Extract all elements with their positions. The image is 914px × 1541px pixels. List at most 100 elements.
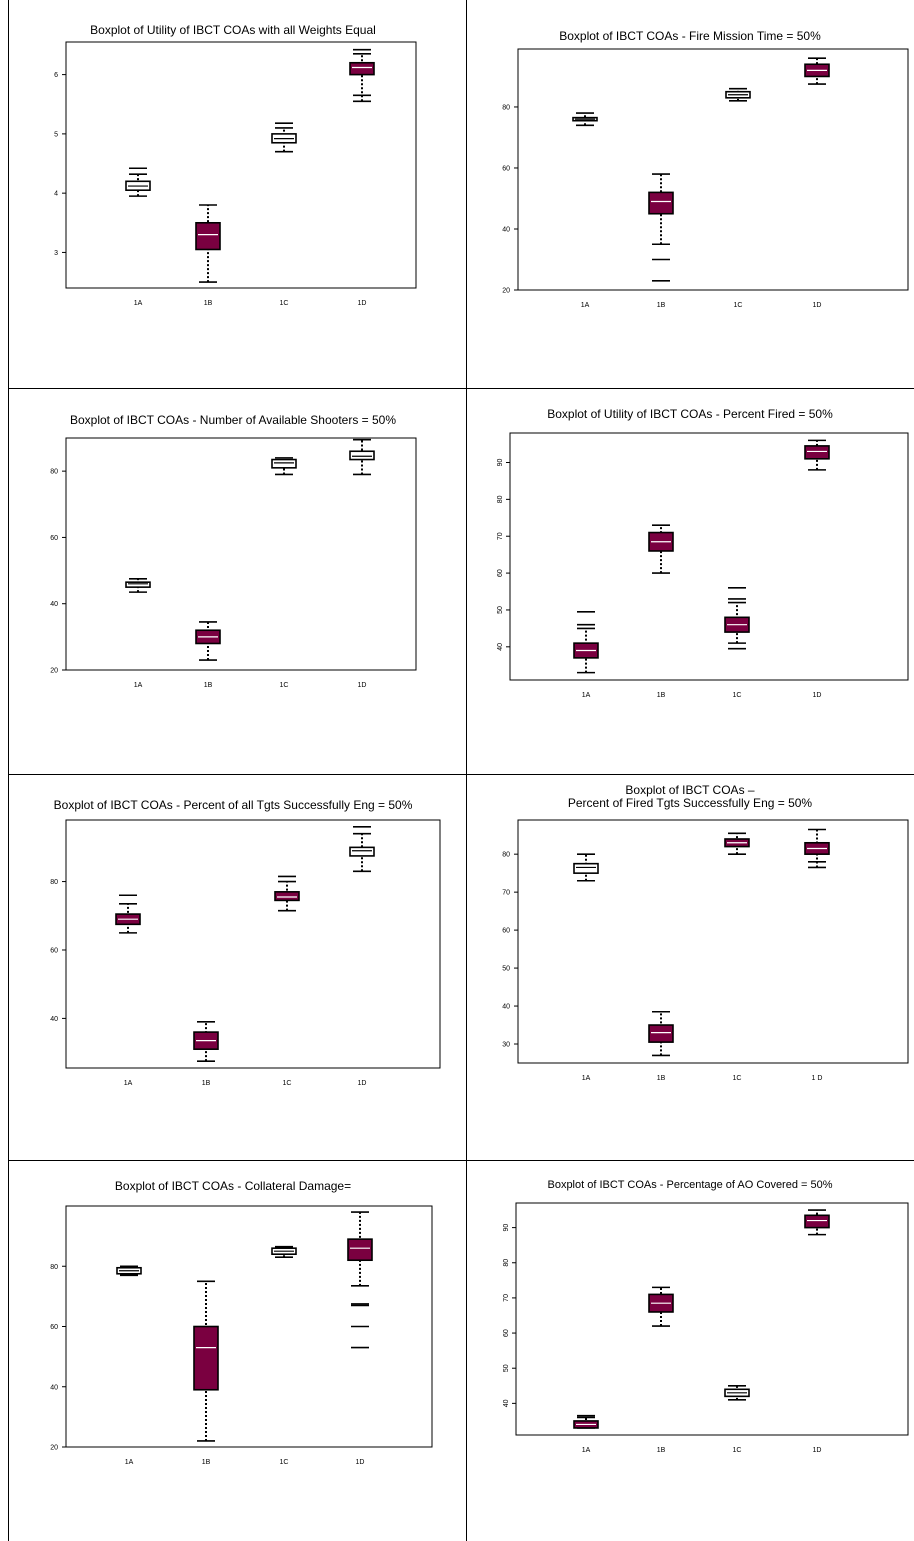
y-tick-label: 70 (497, 532, 504, 540)
box-1C (724, 587, 750, 650)
plot-frame (65, 437, 417, 671)
y-tick-label: 80 (50, 879, 58, 886)
x-tick-label: 1D (813, 1447, 822, 1454)
x-tick-label: 1D (356, 1459, 365, 1466)
y-tick-label: 80 (50, 1264, 58, 1271)
x-tick-label: 1D (358, 1080, 367, 1087)
x-tick-label: 1C (733, 1447, 742, 1454)
chart-title-line-1: Boxplot of IBCT COAs – (625, 783, 755, 797)
plot-frame (515, 1202, 909, 1436)
chart-title-line-2: Percent of Fired Tgts Successfully Eng =… (567, 796, 813, 810)
x-tick-label: 1B (202, 1080, 211, 1087)
x-tick-label: 1C (733, 1075, 742, 1082)
boxplot-chart: 40 50 60 70 80 90 1A 1B 1C 1D (497, 432, 909, 699)
box-body (349, 61, 375, 76)
box-body (347, 1238, 373, 1262)
box-1D (804, 828, 830, 869)
x-tick-label: 1C (733, 692, 742, 699)
x-tick-label: 1A (582, 1447, 591, 1454)
chart-title: Boxplot of IBCT COAs - Fire Mission Time… (559, 29, 821, 43)
y-tick-label: 60 (502, 165, 510, 172)
y-tick-label: 20 (50, 1445, 58, 1452)
plot-frame (65, 1205, 433, 1448)
chart-title: Boxplot of IBCT COAs - Percentage of AO … (547, 1179, 833, 1191)
x-tick-label: 1B (204, 300, 213, 307)
box-1C (725, 87, 751, 102)
y-tick-label: 40 (503, 1399, 510, 1407)
box-1B (648, 173, 674, 282)
box-1A (125, 167, 151, 197)
x-tick-label: 1B (202, 1459, 211, 1466)
box-1B (648, 524, 674, 574)
y-tick-label: 40 (502, 1004, 510, 1011)
boxplot-chart: 20 40 60 80 1A 1B 1C 1D (502, 48, 909, 309)
x-tick-label: 1D (358, 300, 367, 307)
y-tick-label: 20 (502, 288, 510, 295)
box-1A (573, 1414, 599, 1429)
y-tick-label: 60 (50, 947, 58, 954)
box-body (349, 846, 375, 857)
box-1A (572, 112, 598, 127)
x-tick-label: 1A (125, 1459, 134, 1466)
box-body (125, 581, 151, 588)
chart-panel-2: Boxplot of IBCT COAs - Fire Mission Time… (466, 0, 914, 388)
box-1C (724, 1384, 750, 1401)
plot-frame (517, 819, 909, 1064)
x-tick-label: 1B (657, 1075, 666, 1082)
chart-panel-3: Boxplot of IBCT COAs - Number of Availab… (0, 388, 466, 774)
y-tick-label: 40 (497, 643, 504, 651)
x-tick-label: 1A (582, 1075, 591, 1082)
x-tick-label: 1A (134, 300, 143, 307)
box-1A (115, 894, 141, 934)
box-body (573, 862, 599, 874)
box-1B (193, 1021, 219, 1062)
x-tick-label: 1A (134, 682, 143, 689)
chart-title: Boxplot of Utility of IBCT COAs - Percen… (547, 407, 833, 421)
chart-panel-4: Boxplot of Utility of IBCT COAs - Percen… (466, 388, 914, 774)
box-body (193, 1325, 219, 1391)
box-1D (804, 1209, 830, 1236)
box-1D (804, 57, 830, 85)
boxplot-chart: 20 40 60 80 1A 1B 1C 1D (50, 1205, 433, 1466)
boxplot-chart: 30 40 50 60 70 80 1A 1B 1C 1 D (502, 819, 909, 1082)
x-tick-label: 1B (657, 692, 666, 699)
chart-title: Boxplot of IBCT COAs - Number of Availab… (69, 413, 397, 427)
y-tick-label: 70 (502, 890, 510, 897)
y-tick-label: 50 (503, 1364, 510, 1372)
x-tick-label: 1D (813, 302, 822, 309)
box-1A (116, 1265, 142, 1277)
box-1C (271, 457, 297, 476)
boxplot-chart: 40 50 60 70 80 90 1A 1B 1C 1D (503, 1202, 909, 1454)
plot-frame (517, 48, 909, 291)
x-tick-label: 1C (280, 1459, 289, 1466)
box-body (804, 1214, 830, 1229)
box-1A (573, 853, 599, 882)
box-1B (193, 1280, 219, 1442)
y-tick-label: 60 (50, 535, 58, 542)
x-tick-label: 1 D (812, 1075, 823, 1082)
y-tick-label: 6 (54, 72, 58, 79)
chart-title: Boxplot of IBCT COAs - Percent of all Tg… (53, 798, 413, 812)
y-tick-label: 90 (497, 458, 504, 466)
box-1D (349, 438, 375, 476)
chart-title: Boxplot of IBCT COAs - Collateral Damage… (114, 1179, 352, 1193)
x-tick-label: 1D (358, 682, 367, 689)
box-body (648, 191, 674, 215)
box-1D (804, 439, 830, 471)
y-tick-label: 4 (54, 191, 58, 198)
box-body (274, 891, 300, 902)
x-tick-label: 1A (581, 302, 590, 309)
box-1C (274, 875, 300, 912)
y-tick-label: 80 (502, 104, 510, 111)
y-tick-label: 40 (50, 601, 58, 608)
frame-left-line (8, 0, 9, 1541)
box-1C (271, 1245, 297, 1259)
y-tick-label: 40 (502, 226, 510, 233)
box-1D (349, 48, 375, 103)
boxplot-chart: 3 4 5 6 1A 1B 1C 1D (54, 41, 417, 307)
x-tick-label: 1D (813, 692, 822, 699)
box-body (349, 450, 375, 461)
box-body (648, 1024, 674, 1043)
x-tick-label: 1A (582, 692, 591, 699)
x-tick-label: 1C (283, 1080, 292, 1087)
